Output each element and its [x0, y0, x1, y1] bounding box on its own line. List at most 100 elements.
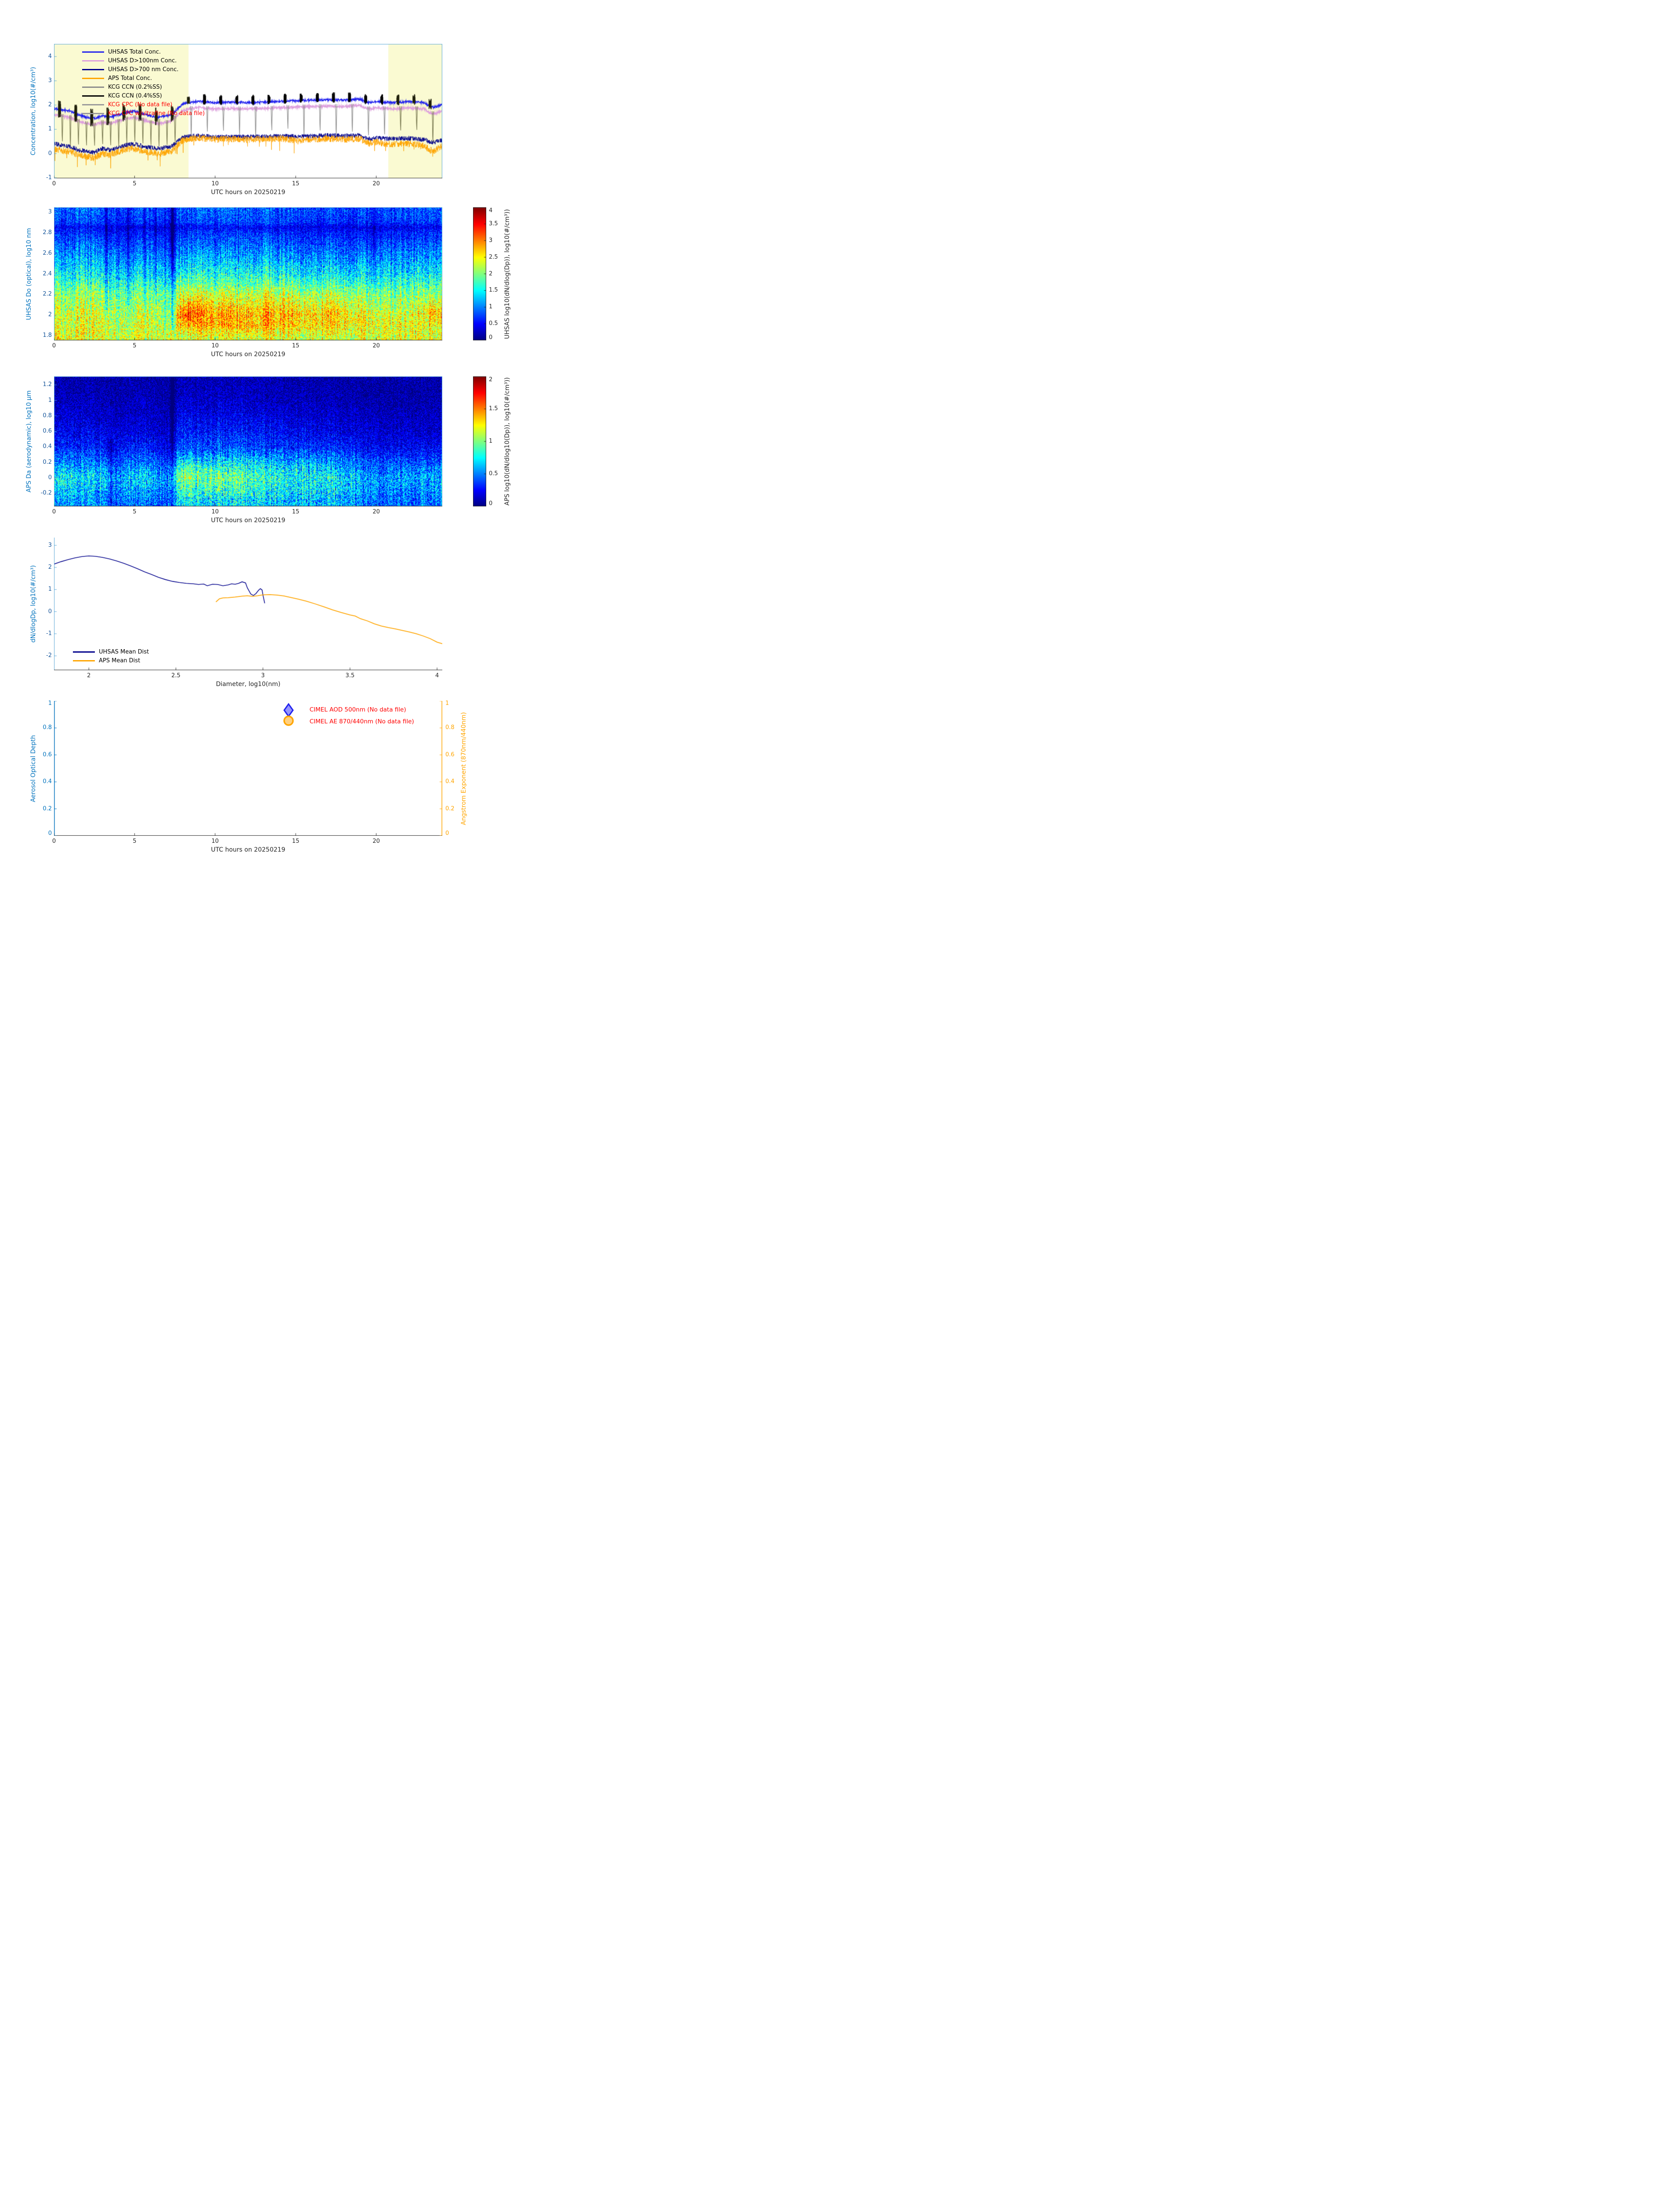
- y-tick-label: 3: [48, 208, 52, 215]
- x-tick-label: 15: [292, 181, 300, 187]
- legend-item: APS Mean Dist: [73, 656, 149, 665]
- legend-label: APS Total Conc.: [108, 75, 152, 82]
- x-tick-label: 3: [261, 672, 265, 679]
- x-tick-label: 0: [52, 181, 56, 187]
- x-tick-label: 15: [292, 838, 300, 845]
- y-tick-label: 0.6: [43, 428, 52, 435]
- y-tick-label: 0.4: [43, 443, 52, 450]
- x-tick-label: 10: [211, 838, 219, 845]
- colorbar-tick-label: 0: [489, 500, 493, 507]
- y-tick-label: -0.2: [40, 490, 52, 497]
- colorbar-tick-label: 1.5: [489, 287, 498, 294]
- x-tick-label: 3.5: [345, 672, 355, 679]
- panel3-colorbar-label: APS log10(dN/dlog10(Dp)), log10(#/cm³)): [504, 377, 511, 506]
- colorbar-tick-label: 3: [489, 237, 493, 244]
- panel5-legend-label: CIMEL AE 870/440nm (No data file): [309, 718, 414, 725]
- y-tick-label: 0: [48, 474, 52, 481]
- legend-item: KCG CCN (0.2%SS): [82, 83, 205, 91]
- legend-item: KCG CPC w/ultrafine (No data file): [82, 109, 205, 118]
- panel2-uhsas-heatmap-canvas: [54, 207, 442, 340]
- y-tick-label: 2: [48, 563, 52, 571]
- x-tick-label: 5: [133, 838, 137, 845]
- legend-line-swatch: [82, 51, 104, 53]
- legend-item: UHSAS Mean Dist: [73, 647, 149, 656]
- angstrom-tick-label: 0.4: [445, 778, 455, 785]
- panel2-colorbar-label: UHSAS log10(dN/dlog(Dp)), log10(#/cm³)): [504, 209, 511, 339]
- x-tick-label: 10: [211, 181, 219, 187]
- colorbar-tick-label: 1: [489, 303, 493, 311]
- aod-tick-label: 1: [48, 700, 52, 707]
- panel2-ylabel: UHSAS Do (optical), log10 nm: [25, 228, 33, 320]
- legend-item: UHSAS Total Conc.: [82, 47, 205, 56]
- colorbar-tick-label: 2: [489, 270, 493, 277]
- legend-line-swatch: [73, 651, 95, 653]
- aod-tick-label: 0.2: [43, 805, 52, 812]
- angstrom-tick-label: 1: [445, 700, 449, 707]
- panel5-aod-canvas: [54, 701, 442, 836]
- panel4-xlabel: Diameter, log10(nm): [216, 681, 281, 688]
- panel4-legend: UHSAS Mean Dist APS Mean Dist: [73, 647, 149, 665]
- y-tick-label: 1.8: [43, 332, 52, 339]
- y-tick-label: 2: [48, 101, 52, 108]
- panel2-colorbar: [473, 207, 486, 340]
- x-tick-label: 10: [211, 343, 219, 349]
- angstrom-tick-label: 0: [445, 830, 449, 837]
- legend-label: APS Mean Dist: [99, 657, 141, 664]
- y-tick-label: 4: [48, 53, 52, 60]
- y-tick-label: 0: [48, 150, 52, 157]
- legend-label: UHSAS Mean Dist: [99, 648, 149, 655]
- x-tick-label: 5: [133, 343, 137, 349]
- panel5-left-ylabel: Aerosol Optical Depth: [30, 735, 37, 802]
- y-tick-label: 2.4: [43, 270, 52, 277]
- colorbar-tick-label: 3.5: [489, 220, 498, 227]
- x-tick-label: 20: [372, 509, 380, 515]
- panel3-colorbar: [473, 376, 486, 506]
- legend-label: UHSAS D>100nm Conc.: [108, 57, 177, 64]
- panel3-xlabel: UTC hours on 20250219: [211, 517, 285, 524]
- legend-label: KCG CPC w/ultrafine (No data file): [108, 110, 205, 117]
- colorbar-tick-label: 1: [489, 438, 493, 444]
- legend-label: KCG CCN (0.4%SS): [108, 92, 162, 99]
- y-tick-label: 0.8: [43, 412, 52, 419]
- panel1-concentration-canvas: [54, 44, 442, 178]
- y-tick-label: 1: [48, 397, 52, 404]
- colorbar-tick-label: 0.5: [489, 470, 498, 477]
- aod-tick-label: 0.6: [43, 751, 52, 758]
- y-tick-label: 1: [48, 586, 52, 593]
- x-tick-label: 0: [52, 509, 56, 515]
- y-tick-label: 0.2: [43, 459, 52, 466]
- y-tick-label: 1: [48, 126, 52, 133]
- angstrom-tick-label: 0.6: [445, 751, 455, 758]
- angstrom-tick-label: 0.8: [445, 724, 455, 731]
- legend-item: KCG CCN (0.4%SS): [82, 91, 205, 100]
- colorbar-tick-label: 0.5: [489, 320, 498, 327]
- circle-marker-icon: [282, 715, 295, 729]
- y-tick-label: 3: [48, 77, 52, 84]
- legend-line-swatch: [82, 104, 104, 105]
- x-tick-label: 10: [211, 509, 219, 515]
- colorbar-tick-label: 4: [489, 207, 493, 214]
- x-tick-label: 20: [372, 838, 380, 845]
- y-tick-label: 2.8: [43, 229, 52, 236]
- y-tick-label: -2: [46, 652, 52, 659]
- legend-item: UHSAS D>100nm Conc.: [82, 56, 205, 65]
- y-tick-label: 1.2: [43, 381, 52, 388]
- legend-line-swatch: [82, 112, 104, 114]
- angstrom-tick-label: 0.2: [445, 805, 455, 812]
- panel4-mean-dist-canvas: [54, 538, 442, 670]
- x-tick-label: 20: [372, 181, 380, 187]
- legend-item: UHSAS D>700 nm Conc.: [82, 65, 205, 74]
- colorbar-tick-label: 2: [489, 376, 493, 383]
- legend-line-swatch: [82, 95, 104, 97]
- legend-line-swatch: [82, 60, 104, 61]
- legend-label: UHSAS D>700 nm Conc.: [108, 66, 179, 73]
- panel3-ylabel: APS Da (aerodynamic), log10 μm: [25, 390, 33, 493]
- panel5-xlabel: UTC hours on 20250219: [211, 846, 285, 853]
- colorbar-tick-label: 2.5: [489, 253, 498, 260]
- aod-tick-label: 0.4: [43, 778, 52, 785]
- legend-item: KCG CPC (No data file): [82, 100, 205, 109]
- x-tick-label: 5: [133, 181, 137, 187]
- x-tick-label: 2: [87, 672, 91, 679]
- legend-line-swatch: [82, 69, 104, 70]
- legend-line-swatch: [82, 86, 104, 88]
